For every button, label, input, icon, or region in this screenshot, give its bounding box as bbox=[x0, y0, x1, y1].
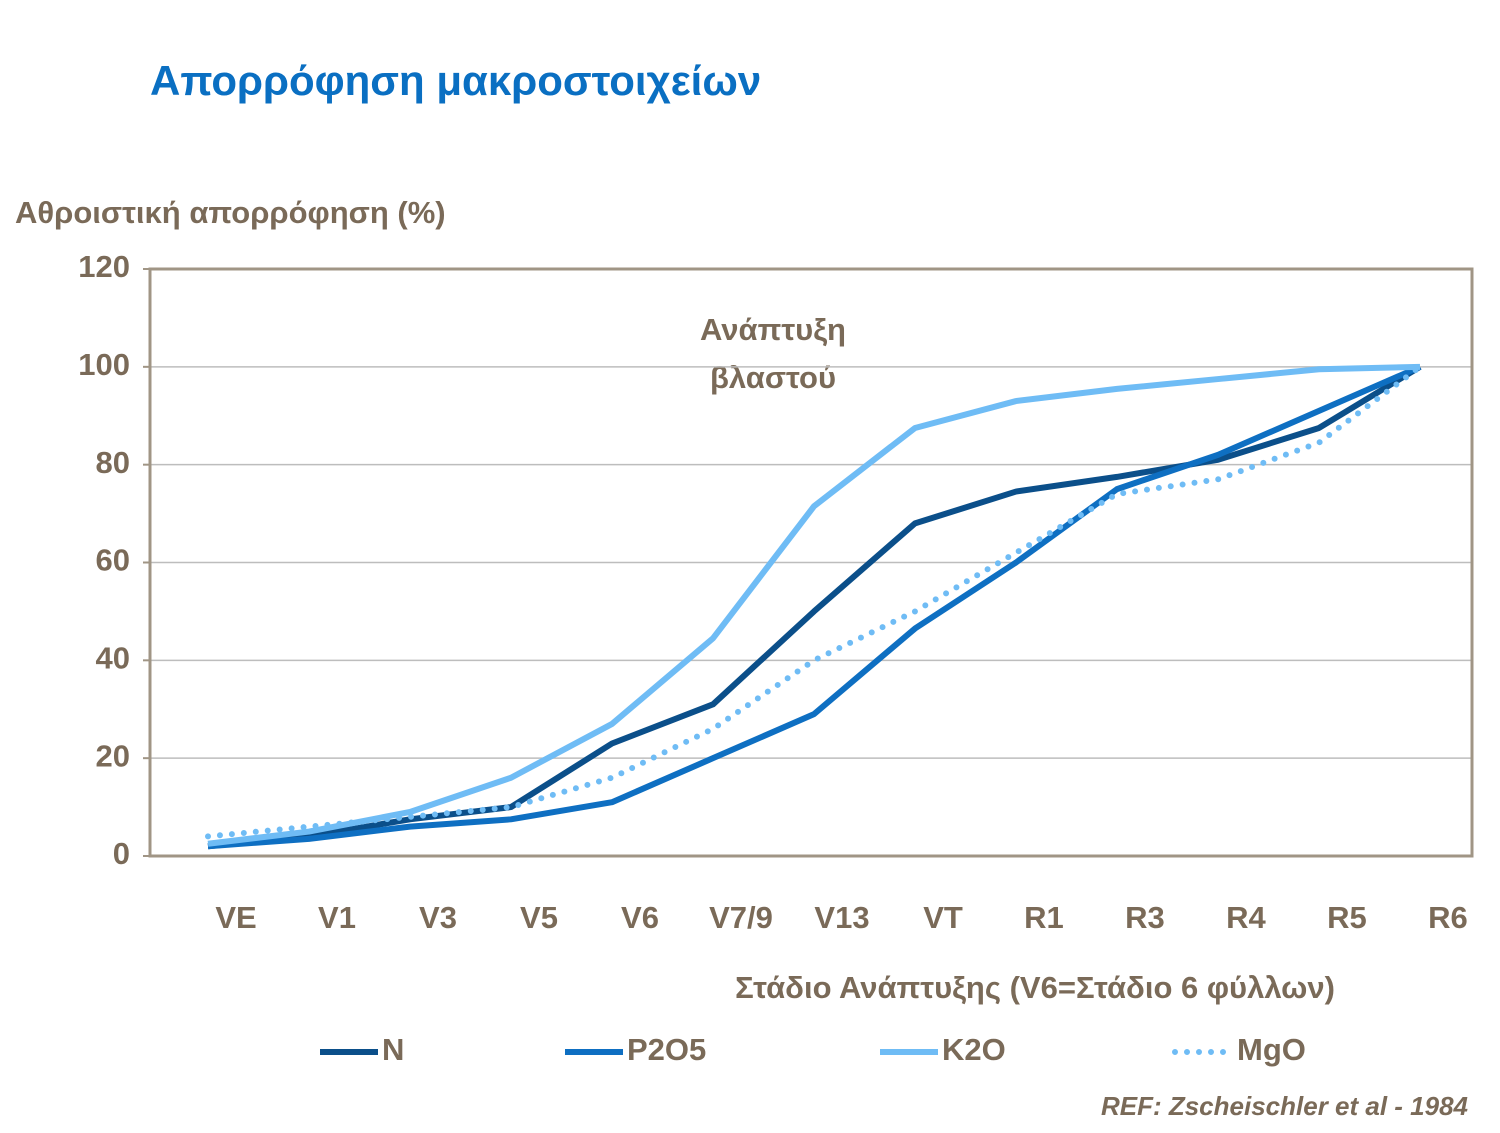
x-tick-label: V5 bbox=[520, 900, 558, 935]
legend-label: MgO bbox=[1237, 1032, 1306, 1067]
y-tick-label: 60 bbox=[96, 543, 130, 578]
x-tick-label: R1 bbox=[1024, 900, 1064, 935]
y-tick-label: 20 bbox=[96, 738, 130, 773]
y-tick-label: 80 bbox=[96, 445, 130, 480]
x-tick-label: V6 bbox=[621, 900, 659, 935]
data-line bbox=[207, 364, 1422, 850]
x-tick-label: V13 bbox=[814, 900, 869, 935]
data-line bbox=[207, 364, 1422, 850]
annotation: βλαστού bbox=[710, 360, 836, 395]
y-tick-label: 40 bbox=[96, 641, 130, 676]
x-axis-label: Στάδιο Ανάπτυξης (V6=Στάδιο 6 φύλλων) bbox=[735, 970, 1335, 1005]
x-tick-label: V3 bbox=[419, 900, 457, 935]
chart-title: Απορρόφηση μακροστοιχείων bbox=[150, 57, 761, 104]
legend-label: N bbox=[382, 1032, 404, 1067]
x-tick-label: V7/9 bbox=[709, 900, 773, 935]
data-line bbox=[207, 363, 1421, 847]
x-tick-label: V1 bbox=[318, 900, 356, 935]
y-tick-label: 0 bbox=[113, 836, 130, 871]
x-tick-label: R3 bbox=[1125, 900, 1165, 935]
plot-border bbox=[148, 267, 1474, 858]
annotation: Ανάπτυξη bbox=[700, 312, 846, 347]
x-tick-label: R4 bbox=[1226, 900, 1266, 935]
y-axis-label: Αθροιστική απορρόφηση (%) bbox=[15, 195, 446, 230]
data-line bbox=[205, 363, 1423, 840]
x-tick-label: VE bbox=[215, 900, 256, 935]
legend-label: K2O bbox=[942, 1032, 1006, 1067]
y-tick-label: 120 bbox=[78, 249, 130, 284]
y-tick-label: 100 bbox=[78, 347, 130, 382]
x-tick-label: VT bbox=[923, 900, 963, 935]
legend-label: P2O5 bbox=[627, 1032, 706, 1067]
x-tick-label: R5 bbox=[1327, 900, 1367, 935]
x-tick-label: R6 bbox=[1428, 900, 1468, 935]
source-note: REF: Zscheischler et al - 1984 bbox=[1101, 1091, 1469, 1121]
